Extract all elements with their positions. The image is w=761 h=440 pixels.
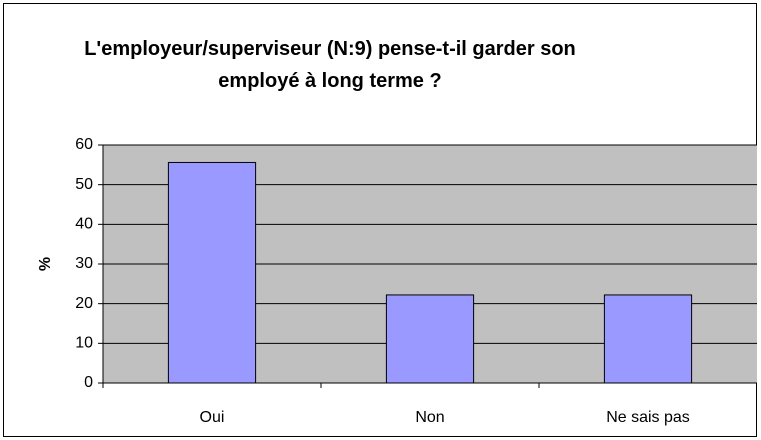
y-axis-label: % [37,257,54,271]
x-tick-label: Ne sais pas [606,409,690,426]
bar [385,294,475,384]
x-tick-label: Oui [200,409,225,426]
bar [167,161,257,384]
y-tick-label: 0 [84,374,93,391]
y-tick-label: 20 [75,295,93,312]
y-tick-label: 50 [75,176,93,193]
y-tick-label: 60 [75,136,93,153]
y-tick-label: 40 [75,216,93,233]
y-tick-label: 30 [75,255,93,272]
x-tick-label: Non [415,409,444,426]
y-tick-label: 10 [75,335,93,352]
chart-title: L'employeur/superviseur (N:9) pense-t-il… [84,38,576,92]
bar [603,294,693,384]
